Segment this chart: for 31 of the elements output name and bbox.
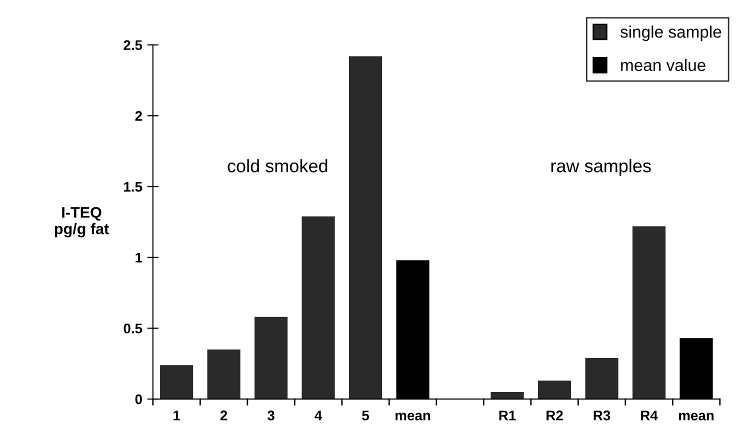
legend-label: single sample <box>620 26 722 42</box>
bar <box>538 380 572 400</box>
bar <box>632 226 666 400</box>
y-axis-title: I-TEQ pg/g fat <box>54 207 109 238</box>
x-tick-label: R4 <box>641 410 658 420</box>
annotation: cold smoked <box>228 159 328 172</box>
bar <box>349 56 382 400</box>
x-tick-label: R3 <box>594 410 610 420</box>
legend-label: mean value <box>621 58 706 72</box>
y-tick-label: 0.5 <box>124 324 142 334</box>
y-tick-label: 0 <box>135 394 142 404</box>
x-tick-label: mean <box>679 412 714 420</box>
y-tick-label: 1 <box>136 252 142 262</box>
x-tick-label: R1 <box>499 410 516 420</box>
x-tick-label: 1 <box>174 410 180 420</box>
bar <box>490 392 524 400</box>
bar <box>160 365 194 400</box>
bar <box>585 358 618 400</box>
x-tick-label: 5 <box>362 410 370 420</box>
annotation: raw samples <box>551 159 651 176</box>
y-tick-label: 2.5 <box>124 40 142 50</box>
x-tick-label: 2 <box>220 410 228 420</box>
bar <box>254 316 288 400</box>
x-tick-label: 3 <box>268 410 274 420</box>
x-tick-label: mean <box>396 412 430 420</box>
y-tick-label: 2 <box>135 111 142 121</box>
x-tick-label: 4 <box>314 410 322 420</box>
y-tick-label: 1.5 <box>124 182 142 192</box>
bar <box>207 349 240 400</box>
x-tick-label: R2 <box>546 410 563 420</box>
bar <box>302 216 335 400</box>
